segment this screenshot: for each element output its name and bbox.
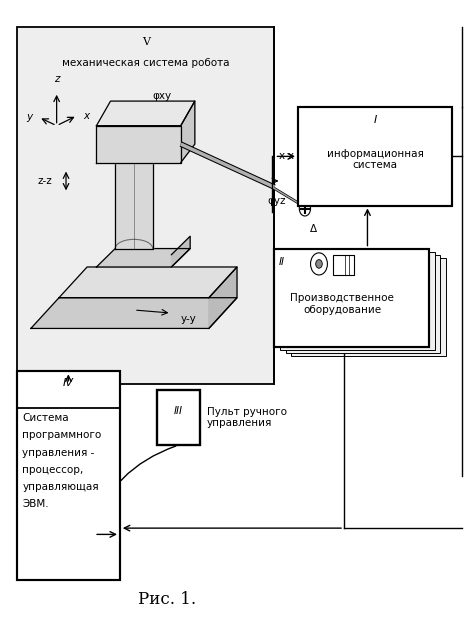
Text: z: z [54,74,59,84]
Text: Система
программного
управления -
процессор,
управляющая
ЭВМ.: Система программного управления - процес… [22,413,102,509]
Polygon shape [115,150,153,249]
Polygon shape [31,298,237,329]
Text: φyz: φyz [267,197,286,206]
Polygon shape [97,249,190,267]
Text: механическая система робота: механическая система робота [62,58,229,68]
Bar [286,255,440,353]
Text: φxy: φxy [153,91,172,101]
Bar [292,258,446,356]
Bar [280,252,435,350]
Bar [17,371,120,580]
Text: x: x [83,110,90,120]
Bar [274,249,429,347]
Text: I: I [374,115,377,125]
Circle shape [299,202,310,216]
Polygon shape [97,126,181,162]
Polygon shape [59,267,237,298]
Polygon shape [115,141,153,150]
Bar [157,390,200,445]
Text: x-x: x-x [279,151,295,161]
Circle shape [316,260,322,268]
Bar [333,255,354,275]
Text: IV: IV [63,378,74,388]
Text: II: II [278,257,284,267]
Text: Δ: Δ [310,224,317,234]
Polygon shape [172,236,190,267]
Polygon shape [97,101,195,126]
Text: z-z: z-z [37,176,52,186]
Text: информационная
система: информационная система [327,149,424,170]
FancyArrowPatch shape [90,446,176,532]
Text: Пульт ручного
управления: Пульт ручного управления [207,407,287,428]
Text: V: V [142,37,150,46]
Polygon shape [181,101,195,162]
Circle shape [310,253,328,275]
Text: y-y: y-y [181,314,197,324]
Text: Производственное
оборудование: Производственное оборудование [291,293,394,315]
Bar [17,27,274,384]
Text: III: III [174,406,183,417]
Polygon shape [209,267,237,329]
Bar [298,107,453,206]
Text: y: y [27,112,33,122]
Text: Рис. 1.: Рис. 1. [137,591,196,608]
